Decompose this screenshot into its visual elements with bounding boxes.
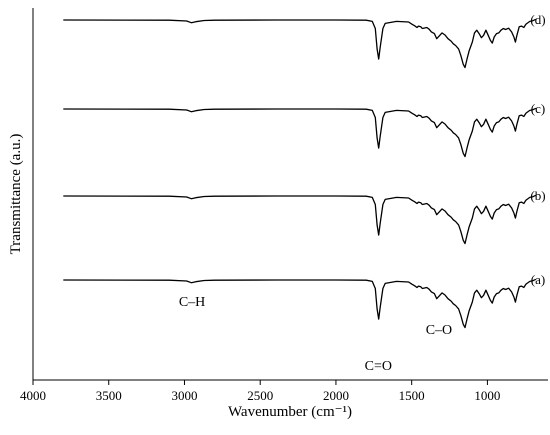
x-tick-label: 2500 (247, 388, 273, 403)
spectra (63, 18, 537, 329)
y-axis-title: Transmittance (a.u.) (8, 134, 24, 255)
spectrum-line (63, 278, 537, 329)
axes (32, 8, 548, 381)
spectrum-line (63, 18, 537, 69)
x-tick-label: 1000 (474, 388, 500, 403)
series-label: (b) (530, 188, 545, 203)
x-tick-label: 2000 (323, 388, 349, 403)
series-labels: (d) (c) (b) (a) (530, 12, 545, 287)
spectrum-line (63, 194, 537, 245)
x-tick-label: 1500 (399, 388, 425, 403)
x-ticks: 4000 3500 3000 2500 2000 1500 1000 (20, 380, 500, 403)
peak-annotation: C–O (426, 323, 452, 338)
x-tick-label: 3000 (171, 388, 197, 403)
series-label: (c) (531, 101, 545, 116)
spectrum-line (63, 107, 537, 158)
series-label: (d) (530, 12, 545, 27)
x-tick-label: 3500 (96, 388, 122, 403)
peak-annotation: C=O (365, 359, 392, 374)
x-tick-label: 4000 (20, 388, 46, 403)
peak-annotation: C–H (179, 295, 205, 310)
peak-annotations: C–H C=O C–O (179, 295, 452, 374)
series-label: (a) (531, 272, 545, 287)
x-axis-title: Wavenumber (cm⁻¹) (228, 404, 352, 420)
